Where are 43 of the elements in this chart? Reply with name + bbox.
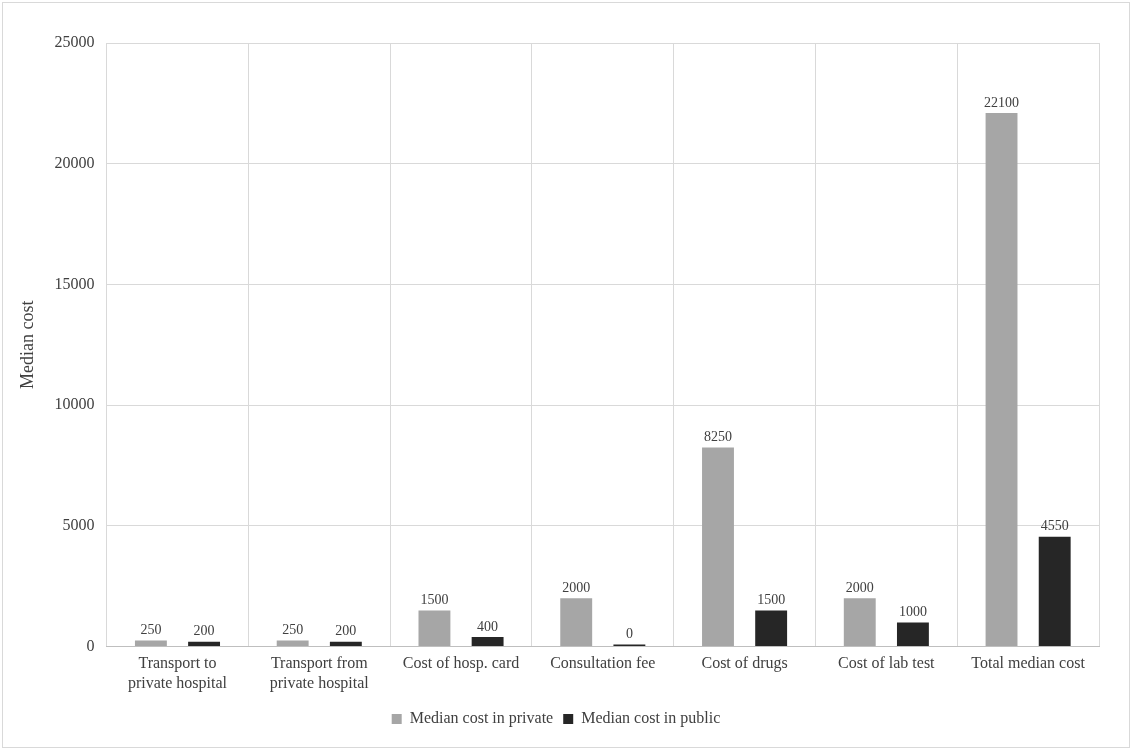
bar	[896, 622, 929, 647]
data-label: 200	[193, 623, 215, 639]
y-tick-label: 10000	[54, 395, 95, 413]
bar	[134, 640, 167, 647]
bar	[471, 636, 504, 647]
x-tick-label: Transport to private hospital	[127, 654, 228, 692]
bar	[560, 598, 593, 647]
y-axis-title: Median cost	[16, 300, 37, 390]
data-label: 1000	[898, 604, 927, 620]
data-label: 22100	[984, 94, 1020, 110]
data-label: 4550	[1040, 518, 1069, 534]
y-tick-label: 0	[86, 636, 95, 654]
y-tick-label: 5000	[62, 516, 95, 534]
x-tick-label: Total median cost	[971, 654, 1086, 672]
data-label: 400	[477, 618, 499, 634]
x-tick-label: Transport from private hospital	[269, 654, 370, 692]
bar	[1038, 536, 1071, 647]
data-label: 250	[282, 622, 304, 638]
x-tick-label: Cost of hosp. card	[402, 654, 520, 673]
bar	[702, 447, 734, 647]
data-label: 8250	[703, 429, 732, 445]
x-tick-label: Consultation fee	[550, 654, 656, 672]
bar	[985, 113, 1018, 647]
y-tick-label: 25000	[54, 33, 95, 51]
legend-label: Median cost in private	[409, 709, 554, 728]
data-label: 1500	[420, 592, 449, 608]
data-label: 1500	[757, 592, 786, 608]
data-label: 250	[140, 622, 162, 638]
x-tick-label: Cost of drugs	[701, 654, 788, 673]
data-label: 2000	[845, 579, 874, 595]
bar	[755, 610, 788, 647]
data-label: 0	[625, 626, 633, 642]
bar	[843, 598, 876, 647]
bar	[188, 641, 221, 647]
x-tick-label: Cost of lab test	[838, 654, 936, 672]
bar	[418, 610, 451, 647]
bar	[276, 640, 309, 647]
y-tick-label: 15000	[54, 274, 95, 292]
bar	[329, 641, 362, 647]
legend-label: Median cost in public	[581, 709, 721, 728]
data-label: 200	[335, 623, 357, 639]
data-label: 2000	[562, 579, 591, 595]
y-tick-label: 20000	[54, 153, 95, 171]
